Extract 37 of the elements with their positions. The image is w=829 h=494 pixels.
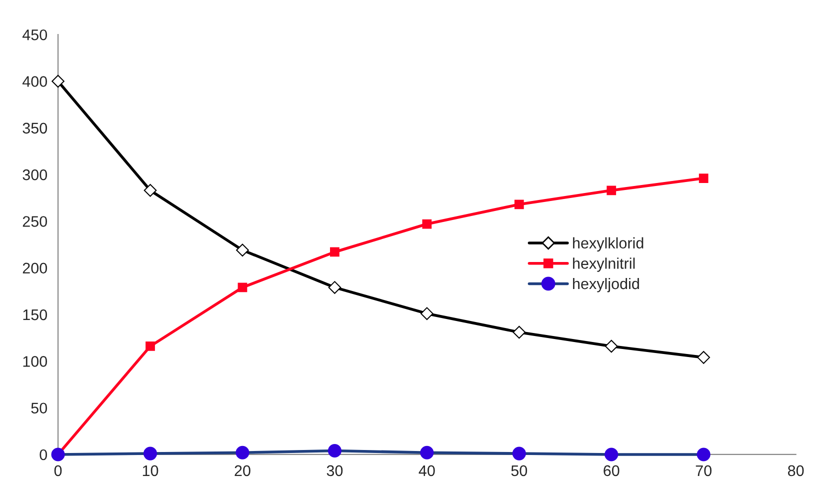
point xyxy=(606,186,616,196)
x-tick-label: 20 xyxy=(234,465,250,476)
x-tick-label: 70 xyxy=(696,465,712,476)
y-tick-label: 50 xyxy=(31,402,48,414)
y-tick-label: 350 xyxy=(22,122,48,134)
point xyxy=(330,247,340,257)
point xyxy=(420,307,434,320)
point xyxy=(422,219,432,229)
x-tick-label: 50 xyxy=(511,465,528,476)
x-tick-label: 10 xyxy=(142,465,158,476)
y-tick-label: 400 xyxy=(22,76,48,87)
y-tick-label: 300 xyxy=(22,169,48,180)
y-tick-label: 150 xyxy=(23,309,48,320)
legend-label: hexylnitril xyxy=(573,258,635,272)
point xyxy=(238,282,248,292)
point xyxy=(236,244,249,257)
point xyxy=(697,351,710,364)
point xyxy=(514,200,524,210)
x-tick-label: 40 xyxy=(418,465,435,476)
legend-label: hexyljodid xyxy=(573,278,639,292)
x-tick-label: 0 xyxy=(54,465,62,476)
point xyxy=(144,184,157,197)
point xyxy=(52,74,64,88)
y-tick-label: 250 xyxy=(22,216,48,227)
x-tick-label: 30 xyxy=(326,465,343,476)
point xyxy=(698,174,708,183)
x-tick-label: 60 xyxy=(604,465,620,476)
legend-label: hexylklorid xyxy=(573,237,644,252)
y-tick-label: 200 xyxy=(22,262,48,274)
point xyxy=(328,281,342,294)
y-tick-label: 450 xyxy=(22,29,48,40)
y-tick-label: 0 xyxy=(40,449,48,460)
point xyxy=(146,342,155,351)
point xyxy=(604,340,618,353)
point xyxy=(512,326,526,339)
x-tick-label: 80 xyxy=(788,465,804,476)
y-tick-label: 100 xyxy=(23,356,48,367)
